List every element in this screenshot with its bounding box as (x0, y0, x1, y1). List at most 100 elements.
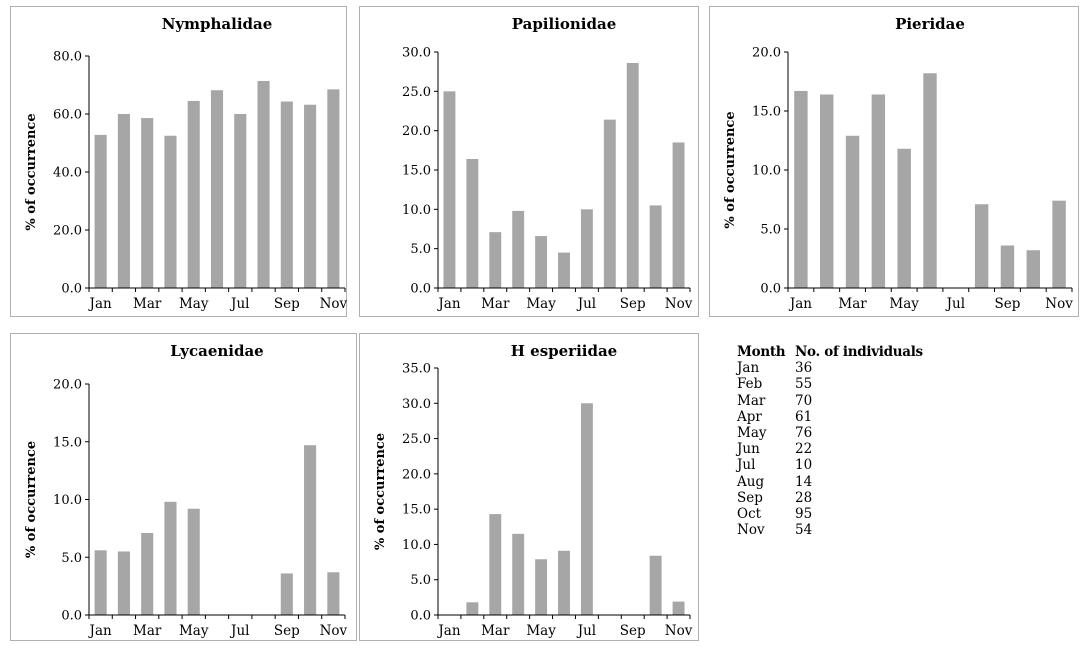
x-tick-label: Mar (481, 623, 510, 639)
y-tick-label: 0.0 (760, 282, 781, 297)
y-tick-label: 0.0 (410, 609, 431, 624)
table-header: Month No. of individuals (737, 344, 923, 360)
table-row: Nov 54 (737, 522, 923, 538)
chart-panel-papilionidae: Papilionidae 0.0 5.0 10.0 15.0 20.0 25.0 30.0 Ja… (359, 6, 699, 317)
bar (304, 104, 317, 288)
bar (794, 90, 808, 288)
table-cell-month: Sep (737, 489, 763, 506)
y-tick-label: 40.0 (53, 166, 82, 181)
bar (466, 602, 479, 615)
bar (649, 555, 662, 615)
bar (649, 205, 662, 288)
table-header-count: No. of individuals (795, 344, 923, 360)
table-row: Feb 55 (737, 376, 923, 392)
bar (923, 73, 937, 289)
chart-panel-lycaenidae: Lycaenidae % of occurrence 0.0 5.0 10.0 15.0 2… (10, 333, 357, 641)
y-tick-label: 25.0 (402, 432, 431, 447)
y-tick-label: 0.0 (410, 282, 431, 297)
bar (117, 551, 130, 615)
chart-title: Nymphalidae (162, 15, 273, 33)
table-row: Mar 70 (737, 393, 923, 409)
chart-svg-lycaenidae: Lycaenidae % of occurrence 0.0 5.0 10.0 15.0 2… (24, 342, 348, 639)
bar (164, 501, 177, 615)
bar (558, 252, 570, 288)
x-tick-label: Mar (133, 623, 162, 639)
table-row: Jan 36 (737, 360, 923, 376)
bar (210, 90, 224, 288)
bar (626, 63, 639, 288)
y-tick-label: 20.0 (402, 124, 431, 139)
individuals-table: Month No. of individuals Jan 36 Feb 55 Mar… (737, 344, 923, 538)
bar (280, 101, 293, 288)
bar (535, 559, 548, 615)
y-tick-label: 15.0 (752, 105, 781, 120)
y-axis-label: % of occurrence (723, 111, 738, 228)
table-cell-count: 14 (795, 473, 813, 490)
y-axis-label: % of occurrence (24, 113, 39, 230)
y-tick-label: 20.0 (752, 46, 781, 61)
y-tick-label: 5.0 (61, 551, 82, 566)
y-tick-label: 35.0 (402, 362, 431, 377)
y-tick-label: 5.0 (410, 573, 431, 588)
table-cell-count: 28 (795, 489, 813, 506)
y-axis-label: % of occurrence (373, 433, 388, 550)
y-tick-label: 30.0 (402, 46, 431, 61)
bar (580, 403, 593, 615)
table-row: Aug 14 (737, 474, 923, 490)
table-cell-count: 22 (795, 441, 813, 458)
x-tick-label: May (179, 296, 209, 312)
y-tick-label: 20.0 (53, 224, 82, 239)
bar (672, 601, 685, 615)
bar (304, 445, 317, 615)
bar (117, 114, 130, 288)
y-tick-label: 0.0 (61, 282, 82, 297)
x-tick-label: May (889, 296, 919, 312)
y-tick-label: 0.0 (61, 609, 82, 624)
table-row: Jun 22 (737, 441, 923, 457)
x-tick-label: Jul (229, 623, 249, 639)
bar (820, 94, 834, 288)
y-tick-label: 15.0 (402, 164, 431, 179)
y-tick-label: 80.0 (53, 50, 82, 65)
bar (489, 232, 502, 288)
x-tick-label: Jan (788, 296, 812, 312)
table-cell-count: 76 (795, 425, 813, 442)
x-tick-label: May (526, 623, 556, 639)
table-header-month: Month (737, 344, 786, 360)
table-cell-count: 36 (795, 360, 813, 377)
x-tick-label: Mar (481, 296, 510, 312)
x-tick-label: Nov (665, 623, 693, 639)
y-tick-label: 15.0 (53, 435, 82, 450)
chart-svg-nymphalidae: Nymphalidae % of occurrence 0.0 20.0 40.0 60.… (24, 15, 348, 312)
bar (845, 135, 860, 288)
bar (897, 148, 911, 288)
chart-title: H esperiidae (511, 342, 617, 360)
bar (280, 573, 293, 615)
x-tick-label: Sep (274, 623, 300, 639)
bar (187, 508, 200, 615)
table-row: Sep 28 (737, 490, 923, 506)
bar (672, 142, 685, 288)
table-cell-month: Jul (737, 457, 756, 474)
table-row: Apr 61 (737, 409, 923, 425)
x-tick-label: Sep (620, 623, 646, 639)
table-cell-month: Jan (737, 360, 760, 377)
y-tick-label: 15.0 (402, 503, 431, 518)
bar (535, 236, 548, 288)
x-tick-label: Jul (576, 623, 596, 639)
bar (443, 91, 456, 288)
x-tick-label: Nov (320, 623, 348, 639)
bar (234, 114, 247, 288)
y-tick-label: 10.0 (752, 164, 781, 179)
y-tick-label: 10.0 (402, 538, 431, 553)
bar (1052, 200, 1066, 288)
table-cell-count: 55 (795, 376, 813, 393)
bar (512, 533, 525, 615)
bar (257, 80, 270, 288)
chart-svg-papilionidae: Papilionidae 0.0 5.0 10.0 15.0 20.0 25.0 30.0 Ja… (402, 15, 693, 312)
table-cell-count: 70 (795, 392, 813, 409)
x-tick-label: Nov (665, 296, 693, 312)
x-tick-label: Jul (945, 296, 965, 312)
chart-title: Lycaenidae (170, 342, 263, 360)
y-tick-label: 60.0 (53, 108, 82, 123)
